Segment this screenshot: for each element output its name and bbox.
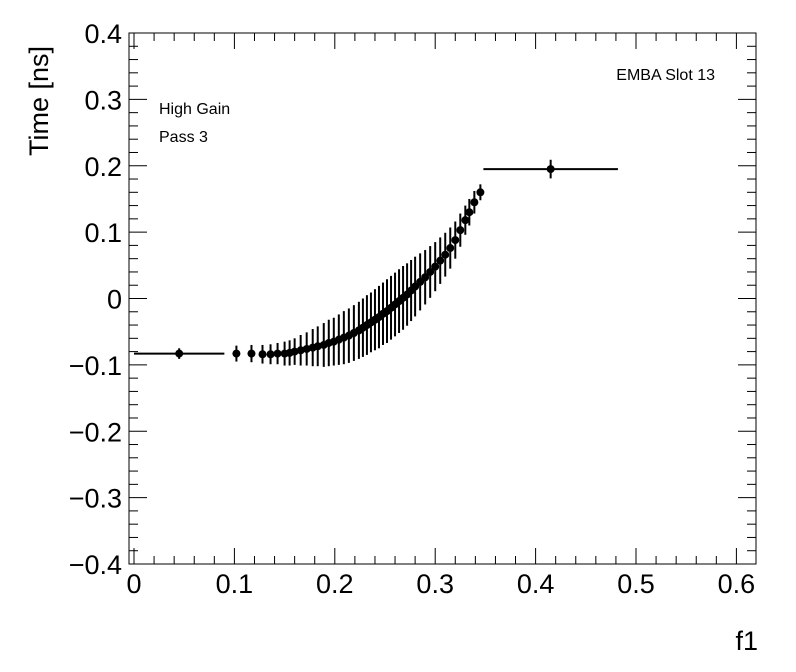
- annotation-slot: EMBA Slot 13: [616, 67, 715, 84]
- point-marker: [296, 346, 305, 355]
- data-point: [232, 345, 241, 362]
- tick-labels: 0 0.1 0.2 0.3 0.4 0.5 0.6 −0.4 −0.3 −0.2 −0.1 0 0.1 0…: [69, 19, 755, 599]
- y-tick-label: 0.4: [84, 19, 122, 49]
- point-marker: [546, 165, 555, 174]
- point-marker: [470, 198, 479, 207]
- point-marker: [456, 226, 465, 235]
- y-tick-label: −0.1: [69, 351, 122, 381]
- data-point: [247, 344, 256, 363]
- point-marker: [247, 349, 256, 358]
- x-axis-label: f1: [735, 626, 758, 656]
- x-tick-label: 0.3: [416, 569, 454, 599]
- point-marker: [290, 347, 299, 356]
- data-point: [436, 237, 445, 284]
- point-marker: [416, 277, 425, 286]
- annotation-pass: Pass 3: [159, 129, 208, 146]
- point-marker: [273, 349, 282, 358]
- data-point: [476, 184, 485, 201]
- point-marker: [441, 250, 450, 259]
- data-point: [451, 221, 460, 259]
- data-point: [470, 190, 479, 214]
- x-tick-label: 0.4: [517, 569, 555, 599]
- data-point: [134, 348, 225, 359]
- data-point: [296, 335, 305, 366]
- x-tick-label: 0.6: [718, 569, 756, 599]
- data-point: [273, 342, 282, 365]
- point-marker: [411, 282, 420, 291]
- point-marker: [436, 256, 445, 265]
- y-tick-label: 0.3: [84, 85, 122, 115]
- axis-ticks: [129, 32, 756, 565]
- data-point: [456, 213, 465, 247]
- data-point: [431, 242, 440, 292]
- data-point: [465, 198, 474, 226]
- point-marker: [175, 349, 184, 358]
- y-tick-label: 0.2: [84, 152, 122, 182]
- point-marker: [266, 350, 275, 359]
- data-point: [446, 227, 455, 269]
- data-point: [411, 256, 420, 317]
- point-marker: [431, 262, 440, 271]
- data-point: [421, 250, 430, 305]
- data-points: [134, 159, 618, 367]
- data-point: [266, 344, 275, 365]
- point-marker: [313, 342, 322, 351]
- point-marker: [232, 349, 241, 358]
- point-marker: [421, 273, 430, 282]
- point-marker: [426, 267, 435, 276]
- data-point: [461, 205, 470, 235]
- annotation-gain: High Gain: [159, 101, 230, 118]
- y-tick-label: 0: [107, 285, 122, 315]
- point-marker: [461, 216, 470, 225]
- y-tick-label: −0.2: [69, 417, 122, 447]
- data-point: [302, 332, 311, 366]
- data-point: [403, 263, 412, 326]
- data-point: [441, 232, 450, 277]
- data-point: [426, 246, 435, 298]
- point-marker: [258, 350, 267, 359]
- x-tick-label: 0.5: [617, 569, 655, 599]
- y-axis-label: Time [ns]: [24, 46, 54, 156]
- x-tick-label: 0: [126, 569, 141, 599]
- x-tick-label: 0.1: [216, 569, 254, 599]
- data-point: [416, 253, 425, 311]
- x-tick-label: 0.2: [316, 569, 354, 599]
- y-tick-label: −0.4: [69, 550, 122, 580]
- point-marker: [302, 344, 311, 353]
- y-tick-label: 0.1: [84, 218, 122, 248]
- point-marker: [465, 208, 474, 217]
- point-marker: [446, 244, 455, 253]
- point-marker: [476, 188, 485, 197]
- data-point: [399, 265, 408, 330]
- data-point: [258, 344, 267, 364]
- data-point: [290, 338, 299, 365]
- point-marker: [451, 236, 460, 245]
- data-point: [313, 326, 322, 367]
- data-point: [483, 159, 618, 179]
- y-tick-label: −0.3: [69, 484, 122, 514]
